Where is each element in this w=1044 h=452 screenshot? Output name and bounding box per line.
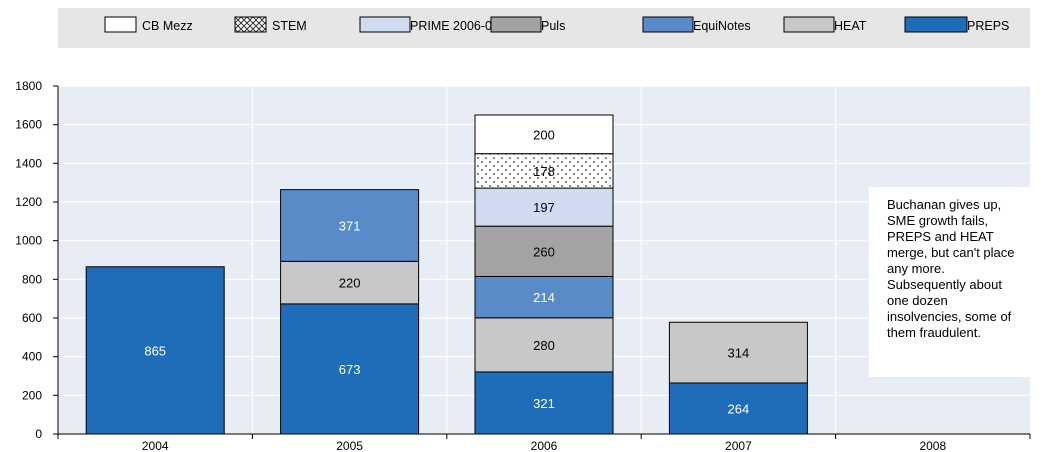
legend-label: Puls xyxy=(541,19,565,33)
data-label: 260 xyxy=(533,244,555,259)
bar-segment xyxy=(474,371,614,435)
data-label: 264 xyxy=(728,401,750,416)
x-tick-label: 2005 xyxy=(336,439,363,452)
bar-segment xyxy=(474,225,614,277)
bar-segment xyxy=(474,317,614,373)
y-tick-label: 1600 xyxy=(15,118,42,132)
legend: CB Mezz STEM PRIME 2006-01 Puls EquiNotes HEA… xyxy=(58,8,1030,48)
y-tick-label: 1200 xyxy=(15,195,42,209)
data-label: 314 xyxy=(728,346,750,361)
legend-label: EquiNotes xyxy=(693,19,751,33)
legend-label: STEM xyxy=(272,19,307,33)
legend-swatch xyxy=(783,16,835,33)
legend-label: PREPS xyxy=(967,19,1009,33)
data-label: 178 xyxy=(533,164,555,179)
legend-swatch xyxy=(234,16,267,33)
legend-swatch xyxy=(904,16,968,33)
legend-label: HEAT xyxy=(834,19,867,33)
data-label: 371 xyxy=(339,218,361,233)
data-label: 214 xyxy=(533,290,555,305)
x-tick-label: 2008 xyxy=(919,439,946,452)
data-label: 197 xyxy=(533,200,555,215)
y-tick-label: 1800 xyxy=(15,79,42,93)
y-tick-label: 600 xyxy=(22,311,42,325)
bar-segment xyxy=(85,266,225,435)
data-label: 280 xyxy=(533,338,555,353)
data-label: 673 xyxy=(339,362,361,377)
y-tick-label: 1000 xyxy=(15,234,42,248)
chart-annotation: Buchanan gives up, SME growth fails, PRE… xyxy=(869,187,1033,377)
data-label: 865 xyxy=(144,343,166,358)
bar-segment xyxy=(280,260,420,305)
y-tick-label: 200 xyxy=(22,388,42,402)
bar-segment xyxy=(280,189,420,262)
bar-segment xyxy=(668,321,808,384)
legend-swatch xyxy=(490,16,542,33)
data-label: 321 xyxy=(533,396,555,411)
bar-segment xyxy=(280,303,420,435)
y-tick-label: 0 xyxy=(35,427,42,441)
legend-swatch xyxy=(104,16,137,33)
y-tick-label: 800 xyxy=(22,272,42,286)
legend-swatch xyxy=(359,16,411,33)
legend-label: CB Mezz xyxy=(142,19,193,33)
legend-swatch xyxy=(642,16,694,33)
legend-label: PRIME 2006-01 xyxy=(410,19,499,33)
x-tick-label: 2007 xyxy=(725,439,752,452)
data-label: 200 xyxy=(533,127,555,142)
data-label: 220 xyxy=(339,276,361,291)
x-tick-label: 2004 xyxy=(142,439,169,452)
x-tick-label: 2006 xyxy=(531,439,558,452)
bar-segment xyxy=(474,114,614,155)
y-tick-label: 1400 xyxy=(15,156,42,170)
bar-segment xyxy=(668,382,808,435)
bar-segment xyxy=(474,275,614,319)
bar-segment xyxy=(474,187,614,227)
y-tick-label: 400 xyxy=(22,350,42,364)
legend-graphic: CB Mezz STEM PRIME 2006-01 Puls EquiNotes HEA… xyxy=(104,16,1009,33)
